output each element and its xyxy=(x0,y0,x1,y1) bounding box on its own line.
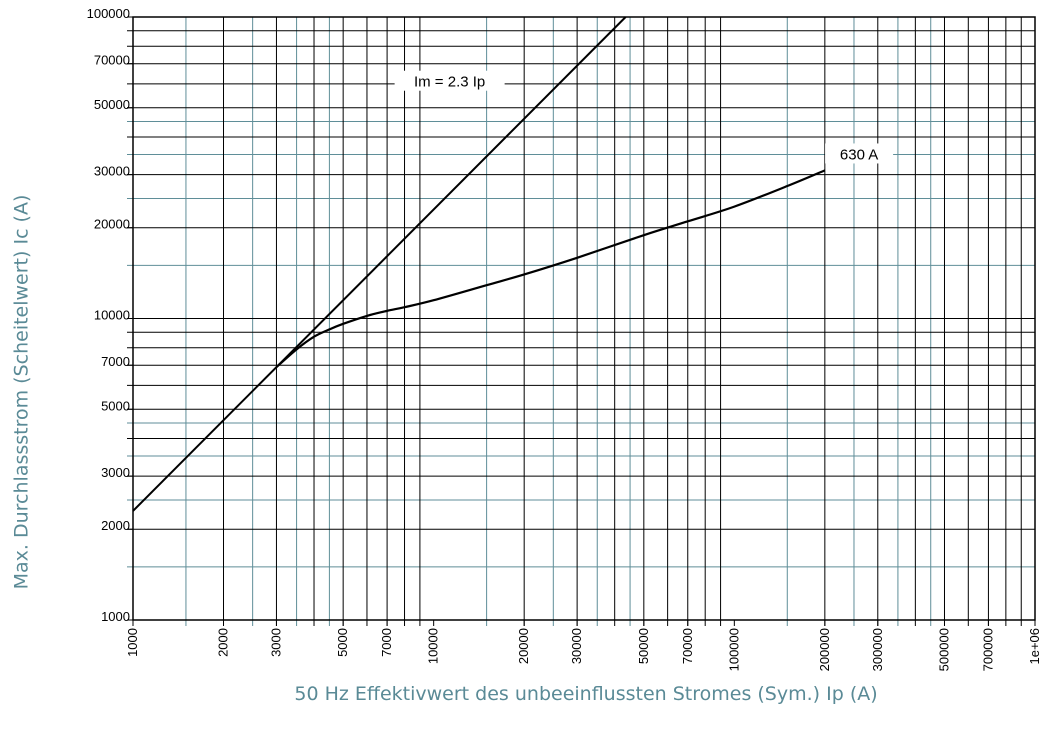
x-tick-label: 200000 xyxy=(817,628,832,671)
label-630a: 630 A xyxy=(840,146,878,163)
y-tick-labels: 1000 2000 3000 5000 7000 10000 20000 30000 50000… xyxy=(87,6,133,624)
x-tick-label: 700000 xyxy=(980,628,995,671)
series-line-630a xyxy=(275,169,826,368)
x-tick-label: 1e+06 xyxy=(1027,628,1042,665)
y-tick-label: 7000 xyxy=(101,354,130,369)
x-tick-label: 10000 xyxy=(426,628,441,664)
x-tick-label: 7000 xyxy=(379,628,394,657)
x-tick-label: 20000 xyxy=(516,628,531,664)
label-630a-bg xyxy=(825,143,894,164)
minor-grid xyxy=(127,17,1035,626)
y-tick-label: 2000 xyxy=(101,518,130,533)
label-im-bg xyxy=(394,70,505,91)
y-tick-label: 30000 xyxy=(94,164,130,179)
y-tick-label: 5000 xyxy=(101,398,130,413)
x-tick-label: 1000 xyxy=(125,628,140,657)
x-tick-label: 30000 xyxy=(569,628,584,664)
series-layer xyxy=(132,16,826,512)
x-tick-label: 2000 xyxy=(216,628,231,657)
y-axis-title: Max. Durchlassstrom (Scheitelwert) Ic (A… xyxy=(11,195,33,590)
x-tick-label: 5000 xyxy=(335,628,350,657)
major-grid xyxy=(127,17,1035,626)
x-tick-label: 3000 xyxy=(268,628,283,657)
y-tick-label: 3000 xyxy=(101,465,130,480)
y-tick-label: 70000 xyxy=(94,53,130,68)
series-line-im xyxy=(132,16,627,512)
x-tick-label: 300000 xyxy=(870,628,885,671)
x-tick-label: 70000 xyxy=(680,628,695,664)
y-tick-label: 1000 xyxy=(101,609,130,624)
series-labels: Im = 2.3 Ip 630 A xyxy=(394,70,894,164)
x-axis-title: 50 Hz Effektivwert des unbeeinflussten S… xyxy=(294,683,877,705)
y-tick-label: 20000 xyxy=(94,217,130,232)
x-tick-label: 100000 xyxy=(726,628,741,671)
label-im: Im = 2.3 Ip xyxy=(414,74,485,91)
y-tick-label: 100000 xyxy=(87,6,130,21)
y-tick-label: 50000 xyxy=(94,97,130,112)
x-tick-labels: 1000 2000 3000 5000 7000 10000 20000 30000 50000… xyxy=(125,620,1042,671)
x-tick-label: 500000 xyxy=(936,628,951,671)
x-tick-label: 50000 xyxy=(636,628,651,664)
y-tick-label: 10000 xyxy=(94,308,130,323)
